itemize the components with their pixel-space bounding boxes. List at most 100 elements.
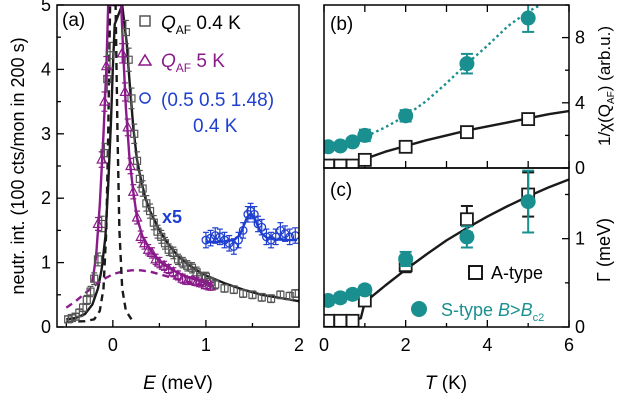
legend-sub: c2	[533, 312, 545, 324]
data-point-triangle	[135, 230, 147, 241]
data-point-square	[149, 218, 158, 227]
panel-c-plot-area: 0 2 4 601	[319, 169, 585, 355]
data-point-square	[266, 294, 276, 303]
legend-var: Q	[161, 51, 176, 72]
legend-marker-square	[139, 15, 151, 27]
y-tick-label: 1	[575, 229, 585, 249]
data-point-filled-circle	[345, 286, 361, 302]
data-point-triangle	[125, 159, 137, 171]
y-tick-label: 5	[41, 0, 51, 15]
plot-content	[324, 169, 569, 327]
data-point-square	[345, 158, 360, 168]
data-point-filled-circle	[520, 10, 536, 26]
x-tick-label: 4	[482, 335, 492, 355]
panel-c-xlabel: T (K)	[425, 373, 467, 394]
legend-mid: >	[510, 300, 521, 320]
panel-b-frame	[323, 4, 570, 169]
legend-var: B	[498, 300, 510, 320]
panel-a: 0 1 2 0 1 2 3 4 5 (a) neutr. int. (100 cts/mon i…	[8, 0, 304, 394]
data-point-square	[345, 313, 360, 327]
panel-a-xlabel-unit: (meV)	[156, 373, 213, 394]
panel-c-ylabel: Γ (meV)	[594, 218, 614, 282]
panel-a-xlabel-var: E	[143, 373, 156, 394]
data-point-square	[521, 112, 536, 126]
data-point-square	[285, 291, 294, 301]
data-point-circle	[290, 231, 299, 241]
y-tick-label: 0	[575, 158, 585, 178]
panel-a-annotation-x5: x5	[162, 207, 182, 227]
legend-rest: 5 K	[191, 51, 225, 72]
panel-b-label: (b)	[330, 14, 353, 35]
legend-entry-a-type: A-type	[491, 263, 543, 283]
x-tick-label: 6	[564, 335, 574, 355]
legend-prefix: S-type	[441, 300, 498, 320]
data-point-filled-circle	[357, 282, 373, 298]
data-point-square	[135, 174, 144, 183]
legend-marker-circle	[139, 92, 151, 104]
data-point-triangle	[195, 276, 207, 288]
data-point-filled-circle	[324, 293, 336, 308]
panel-a-xlabel: E (meV)	[143, 373, 213, 394]
panel-c-frame	[323, 167, 570, 328]
data-point-square	[127, 94, 136, 103]
legend-sub: AF	[176, 23, 191, 37]
legend-var2: B	[521, 300, 533, 320]
data-point-square	[333, 313, 348, 327]
data-point-square	[276, 290, 285, 299]
y-tick-label: 2	[41, 188, 51, 208]
data-point-triangle	[186, 274, 198, 285]
data-point-square	[82, 295, 91, 305]
data-point-triangle	[98, 95, 110, 106]
panel-a-frame	[56, 4, 300, 328]
plot-content	[324, 5, 569, 168]
data-point-circle	[234, 235, 243, 245]
data-point-square	[86, 287, 95, 296]
data-point-triangle	[138, 236, 150, 248]
data-point-circle	[229, 242, 239, 251]
panel-b-ylabel-sub: AF	[606, 91, 617, 104]
x-tick-label: 2	[401, 335, 411, 355]
data-point-square	[93, 255, 103, 264]
legend-entry-q-line1: (0.5 0.5 1.48)	[161, 90, 274, 111]
x-tick-label: 0	[108, 335, 118, 355]
legend-marker-a-type	[468, 265, 483, 280]
data-point-square	[183, 261, 192, 270]
data-point-filled-circle	[520, 194, 536, 210]
plot-content	[64, 5, 299, 324]
legend-marker-triangle	[137, 53, 153, 66]
data-point-filled-circle	[459, 56, 475, 72]
data-point-square	[124, 55, 133, 64]
legend-entry-q-line2: 0.4 K	[193, 116, 238, 137]
legend-entry-s-type: S-type B>Bc2	[441, 300, 544, 324]
panel-b-ylabel-main: 1/χ(Q	[595, 104, 614, 146]
data-point-square	[220, 284, 229, 293]
data-point-circle	[249, 209, 259, 219]
legend-var: Q	[161, 13, 176, 34]
x-tick-label: 2	[294, 335, 304, 355]
data-point-triangle	[142, 243, 154, 254]
panel-b-plot-area: 0 4 8	[323, 4, 585, 178]
data-point-square	[90, 274, 99, 283]
data-point-triangle	[119, 85, 131, 97]
data-point-circle	[238, 225, 248, 235]
data-point-square	[460, 212, 474, 227]
fit-line	[355, 109, 569, 168]
data-point-square	[121, 27, 130, 37]
data-point-triangle	[131, 211, 143, 222]
data-point-filled-circle	[345, 134, 361, 150]
data-point-square	[100, 149, 109, 158]
data-point-square	[398, 139, 413, 154]
data-point-circle	[271, 232, 281, 242]
data-point-square	[138, 184, 147, 193]
x-tick-label: 1	[201, 335, 211, 355]
y-tick-label: 1	[41, 253, 51, 273]
y-tick-label: 0	[575, 317, 585, 337]
panel-a-plot-area: 0 1 2 0 1 2 3 4 5	[41, 0, 304, 355]
data-point-square	[239, 289, 248, 298]
data-point-triangle	[205, 280, 217, 291]
data-point-triangle	[122, 121, 134, 132]
y-tick-label: 8	[575, 28, 585, 48]
data-point-triangle	[146, 246, 158, 258]
y-tick-label: 3	[41, 124, 51, 144]
